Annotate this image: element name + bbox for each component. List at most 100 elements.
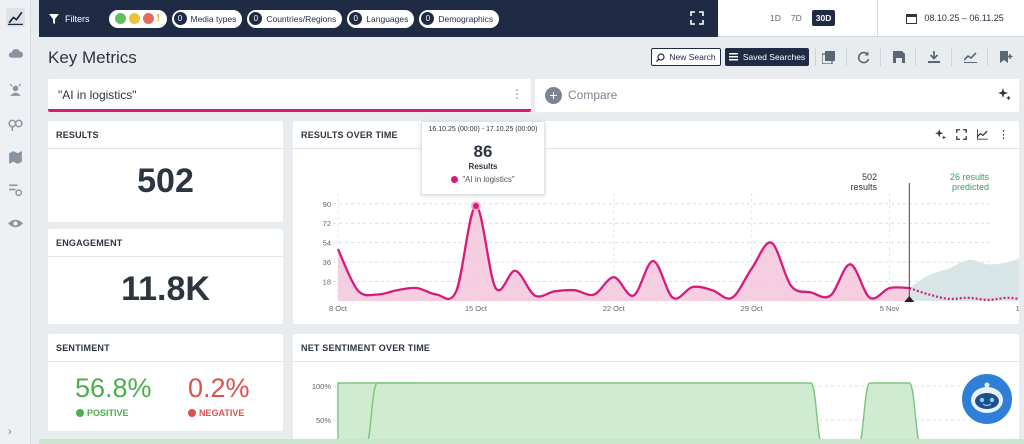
- list-search-icon[interactable]: [6, 180, 25, 199]
- saved-searches-button[interactable]: Saved Searches: [725, 48, 809, 66]
- tooltip-series: "AI in logistics": [422, 175, 544, 184]
- more-options-icon[interactable]: ⋮: [998, 129, 1009, 141]
- map-icon[interactable]: [6, 148, 25, 167]
- positive-value: 56.8%: [75, 373, 152, 403]
- x-tick-label: 5 Nov: [880, 304, 900, 313]
- cloud-icon[interactable]: [6, 44, 25, 63]
- sentiment-segment: [858, 382, 921, 444]
- chart-toolbar: ⋮: [935, 128, 1009, 141]
- pill-count: 0: [349, 12, 363, 25]
- pill-label: Demographics: [438, 13, 494, 24]
- add-bookmark-icon[interactable]: [998, 49, 1014, 65]
- ai-sparkle-icon[interactable]: [998, 88, 1011, 101]
- add-compare-icon: +: [545, 87, 562, 104]
- pill-count: 0: [249, 12, 263, 25]
- languages-pill[interactable]: 0 Languages: [347, 9, 415, 28]
- pill-label: Languages: [366, 13, 409, 24]
- negative-label-row: NEGATIVE: [188, 408, 244, 418]
- y-tick-label: 54: [323, 239, 331, 248]
- results-over-time-card: RESULTS OVER TIME ⋮ 18 36 54 72 90 8 Oct 15 O…: [293, 121, 1019, 324]
- neutral-emoji-icon: [128, 13, 140, 24]
- results-over-time-chart: 18 36 54 72 90 8 Oct 15 Oct 22 Oct 29 Oct 5 Nov 1…: [323, 172, 1019, 313]
- date-range-picker[interactable]: 08.10.25 – 06.11.25: [906, 13, 1004, 24]
- new-search-label: New Search: [669, 52, 716, 62]
- y-axis-ticks: 18 36 54 72 90: [323, 200, 331, 287]
- chart-line-icon[interactable]: [6, 8, 25, 27]
- toolbar-divider: [815, 48, 816, 66]
- saved-searches-label: Saved Searches: [742, 52, 806, 62]
- more-options-icon[interactable]: ⋮: [511, 87, 523, 101]
- range-30d[interactable]: 30D: [811, 10, 836, 26]
- peak-point: [472, 202, 479, 209]
- assistant-bot-avatar[interactable]: [960, 372, 1014, 426]
- current-triangle: [904, 296, 915, 302]
- bottom-strip: [39, 439, 1024, 444]
- smile-icon: [76, 409, 84, 417]
- expand-sidebar-icon[interactable]: ›: [8, 426, 12, 438]
- download-icon[interactable]: [926, 49, 942, 65]
- trend-icon[interactable]: [962, 49, 978, 65]
- demographics-pill[interactable]: 0 Demographics: [419, 9, 500, 28]
- gender-icon[interactable]: [6, 114, 25, 133]
- positive-emoji-icon: [114, 13, 126, 24]
- toolbar-divider: [987, 48, 988, 66]
- ai-sparkle-icon[interactable]: [935, 129, 946, 140]
- negative-value: 0.2%: [188, 373, 250, 403]
- range-7d[interactable]: 7D: [790, 13, 802, 23]
- y-tick-label: 72: [323, 219, 331, 228]
- tooltip-unit: Results: [468, 162, 498, 171]
- line-chart-icon[interactable]: [977, 129, 988, 140]
- countries-regions-pill[interactable]: 0 Countries/Regions: [247, 9, 343, 28]
- filter-bar: Filters ! 0 Media types 0 Countries/Region…: [39, 0, 718, 37]
- pill-label: Countries/Regions: [266, 13, 337, 24]
- refresh-icon[interactable]: [855, 49, 871, 65]
- tooltip-series-name: "AI in logistics": [462, 175, 515, 184]
- engagement-value: 11.8K: [121, 270, 210, 308]
- filters-button[interactable]: Filters: [49, 13, 90, 24]
- influencer-icon[interactable]: [6, 80, 25, 99]
- toolbar-divider: [846, 48, 847, 66]
- y-tick-label: 36: [323, 258, 331, 267]
- range-1d[interactable]: 1D: [770, 13, 781, 23]
- x-tick-label: 22 Oct: [603, 304, 626, 313]
- copy-icon[interactable]: [820, 49, 836, 65]
- series-area: [338, 205, 910, 301]
- series-line: [336, 204, 910, 301]
- x-tick-label: 29 Oct: [741, 304, 764, 313]
- frown-icon: [188, 409, 196, 417]
- sentiment-segment: [366, 382, 823, 444]
- compare-label: Compare: [568, 88, 618, 102]
- date-range-bar: 1D 7D 30D 08.10.25 – 06.11.25: [718, 0, 1024, 37]
- media-types-pill[interactable]: 0 Media types: [171, 9, 243, 28]
- results-card: RESULTS 502: [48, 121, 283, 222]
- toolbar-divider: [915, 48, 916, 66]
- eye-icon[interactable]: [6, 214, 25, 233]
- search-query-box[interactable]: "AI in logistics" ⋮: [48, 79, 531, 112]
- search-icon: [656, 52, 665, 62]
- calendar-icon: [906, 13, 918, 24]
- fullscreen-icon[interactable]: [690, 11, 704, 25]
- compare-box[interactable]: + Compare: [535, 79, 1019, 112]
- y-tick-label: 50%: [316, 416, 331, 425]
- positive-label: POSITIVE: [87, 408, 129, 418]
- sentiment-filter-pill[interactable]: !: [108, 9, 167, 28]
- save-icon[interactable]: [891, 49, 907, 65]
- results-series: [336, 200, 910, 301]
- results-value: 502: [137, 162, 194, 200]
- page-title: Key Metrics: [48, 48, 137, 67]
- y-tick-label: 100%: [312, 382, 332, 391]
- date-range-text: 08.10.25 – 06.11.25: [924, 13, 1004, 23]
- search-query-text: "AI in logistics": [58, 88, 137, 102]
- prediction-band: [909, 258, 1019, 301]
- card-divider: [48, 148, 283, 149]
- card-divider: [48, 256, 283, 257]
- new-search-button[interactable]: New Search: [651, 48, 721, 66]
- toolbar-divider: [880, 48, 881, 66]
- y-tick-label: 90: [323, 200, 331, 209]
- card-divider: [48, 361, 283, 362]
- range-selector: 1D 7D 30D: [770, 10, 836, 26]
- pill-label: Media types: [190, 13, 237, 24]
- side-navigation: ›: [0, 0, 31, 444]
- predicted-label-line: predicted: [952, 182, 989, 192]
- expand-icon[interactable]: [956, 129, 967, 140]
